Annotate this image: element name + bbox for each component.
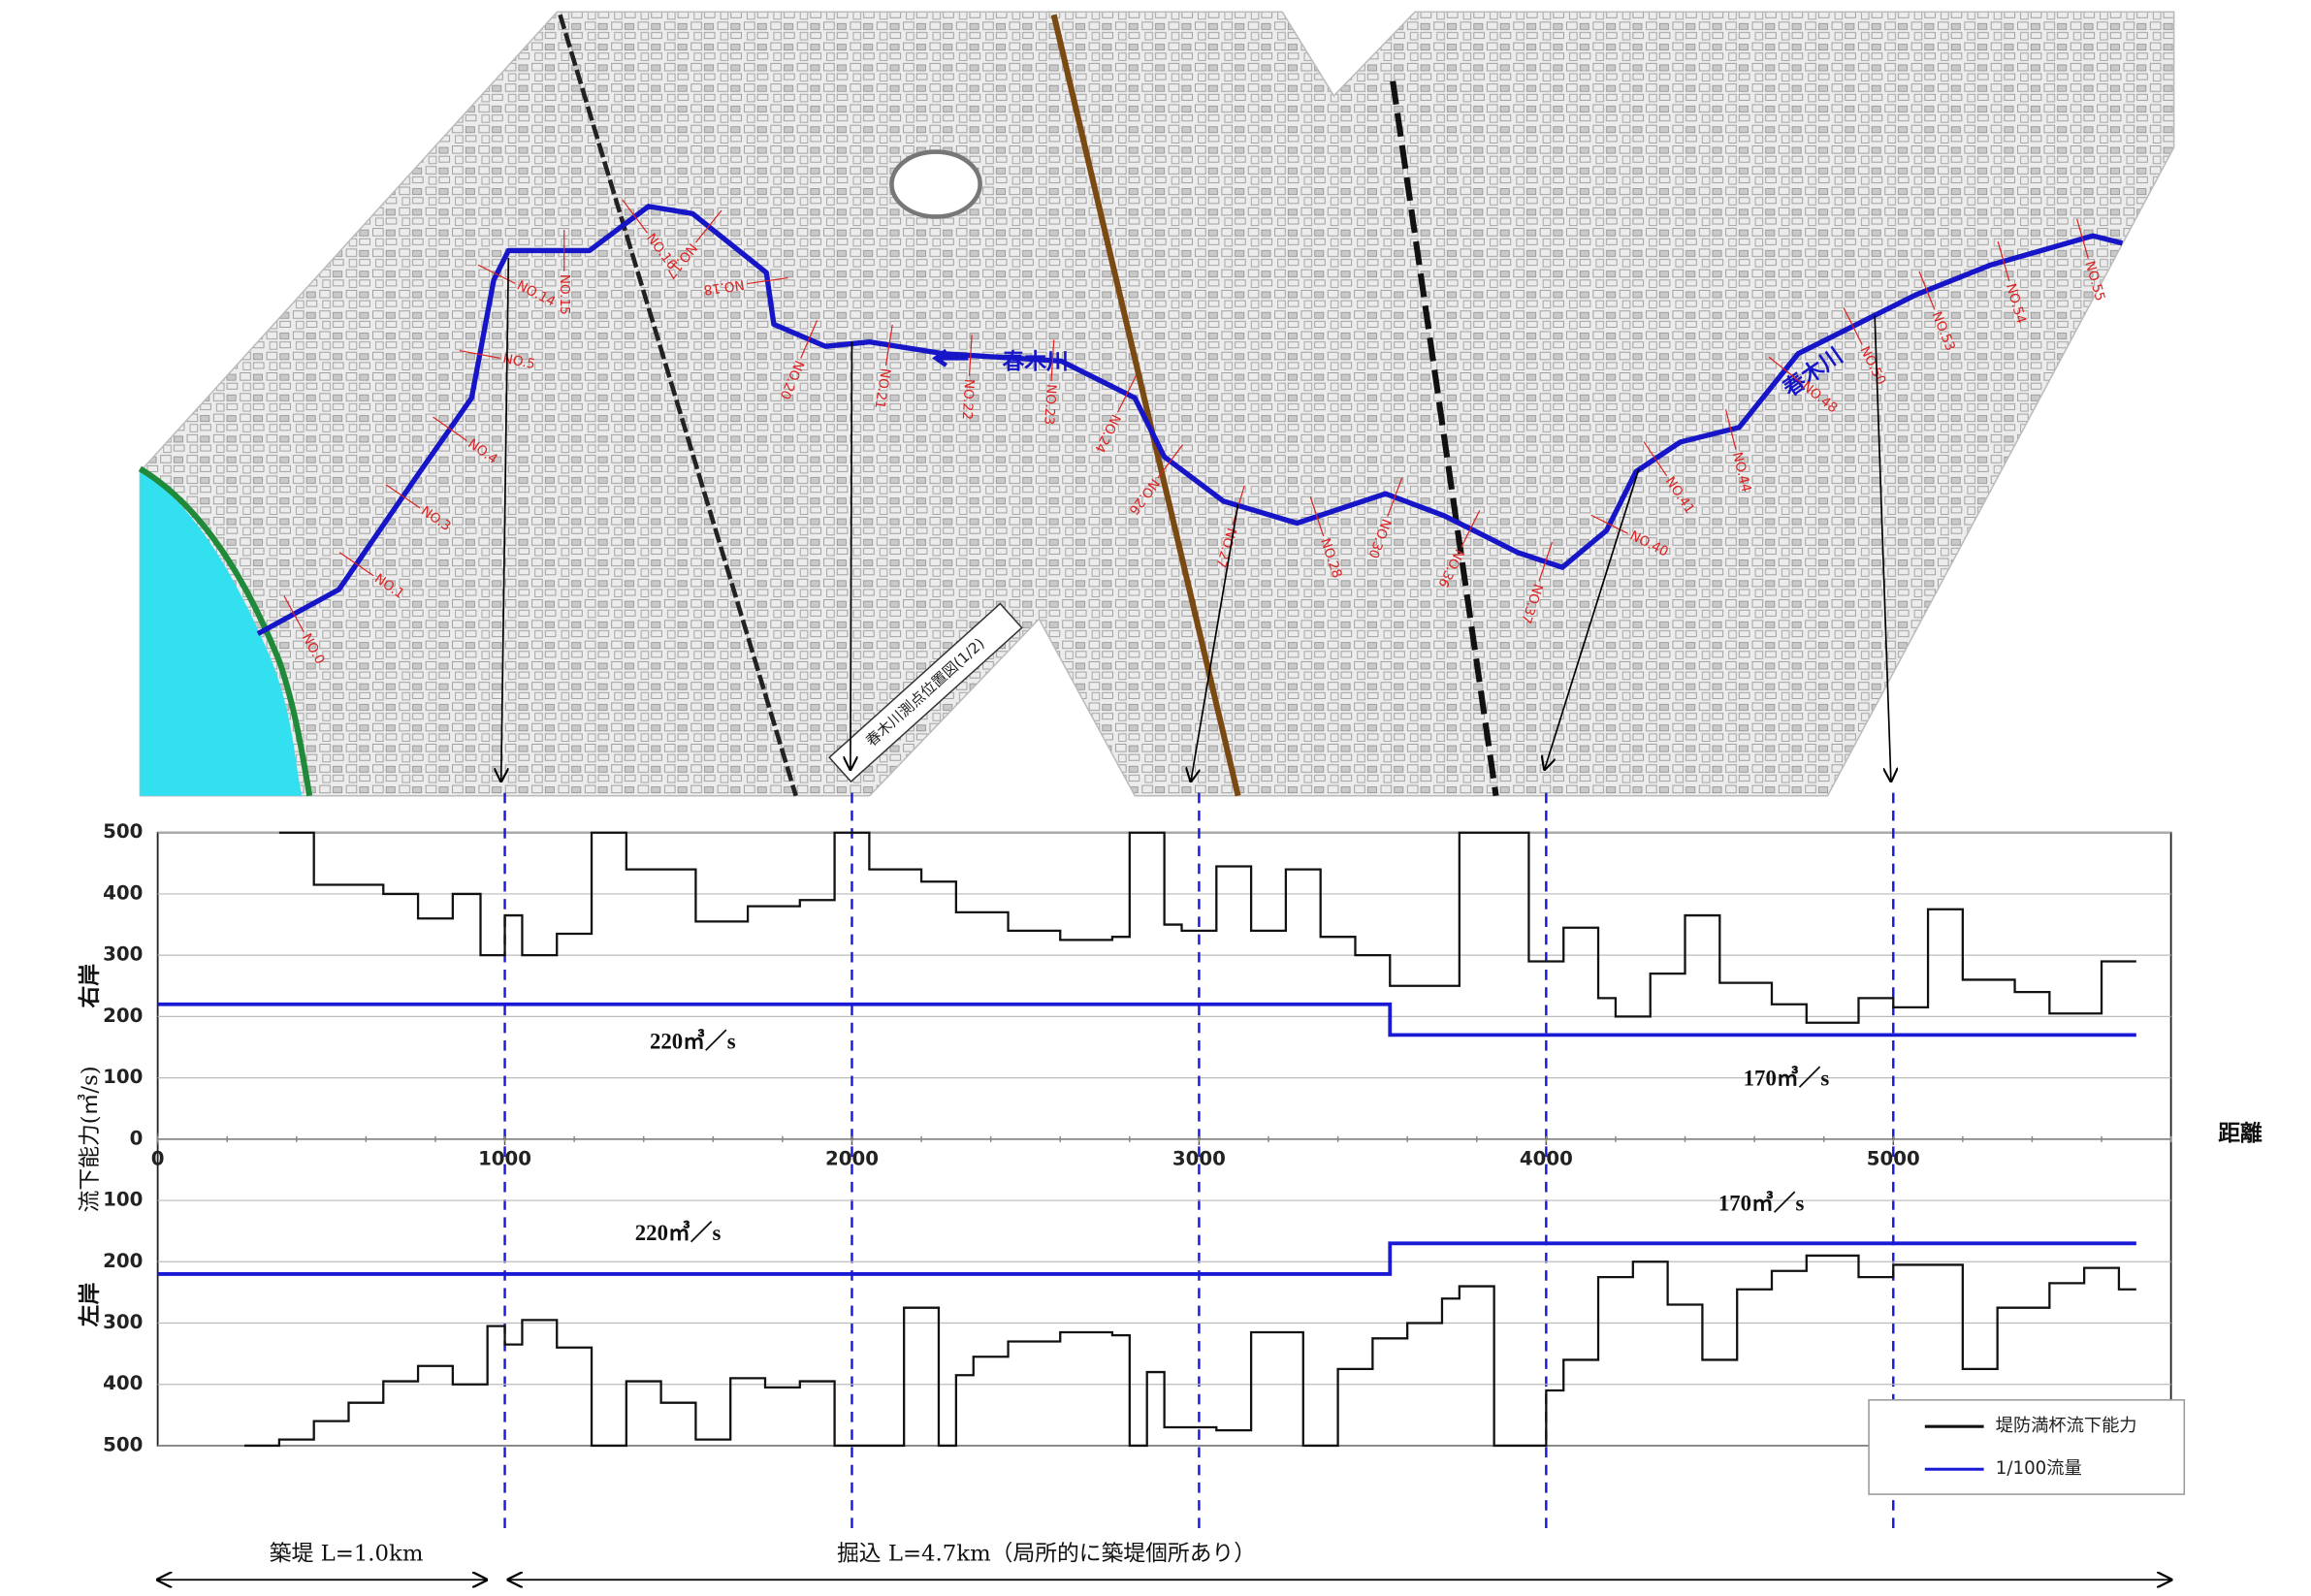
annotation: 220㎥／s <box>650 1028 736 1053</box>
pond <box>891 152 979 217</box>
y-tick-label: 300 <box>103 943 143 966</box>
series-line <box>279 833 2136 1023</box>
annotation: 170㎥／s <box>1718 1190 1805 1215</box>
y-tick-label: 500 <box>103 1433 143 1455</box>
river-label: 春木川 <box>1002 349 1068 374</box>
y-tick-label: 0 <box>130 1127 144 1149</box>
annotation: 170㎥／s <box>1744 1065 1830 1090</box>
series-line <box>158 1005 2136 1036</box>
section-label: 築堤 L=1.0km <box>270 1541 424 1566</box>
series-line <box>158 1243 2136 1274</box>
station-label: NO.22 <box>959 378 978 420</box>
section-label: 掘込 L=4.7km（局所的に築堤個所あり） <box>837 1541 1256 1566</box>
annotation: 220㎥／s <box>635 1220 722 1245</box>
x-axis-label: 距離 <box>2218 1120 2263 1146</box>
y-tick-label: 100 <box>103 1189 143 1211</box>
y-tick-label: 200 <box>103 1005 143 1027</box>
page: {"chart_data": [ {"type": "line", "step"… <box>0 0 2311 1596</box>
y-tick-label: 400 <box>103 881 143 904</box>
x-tick-label: 0 <box>151 1148 165 1170</box>
legend-box <box>1869 1400 2184 1494</box>
panel-label: 左岸 <box>78 1283 103 1327</box>
panel-label: 右岸 <box>77 964 103 1008</box>
map-area <box>140 12 2173 796</box>
y-tick-label: 400 <box>103 1372 143 1394</box>
y-tick-label: 100 <box>103 1066 143 1088</box>
series-line <box>244 1256 2136 1446</box>
y-tick-label: 300 <box>103 1311 143 1333</box>
station-label: NO.23 <box>1041 384 1059 426</box>
legend-label: 堤防満杯流下能力 <box>1996 1416 2137 1436</box>
map: 春木川測点位置図(1/2) 春木川 春木川 NO.0NO.1NO.3NO.4NO… <box>140 12 2173 796</box>
legend-label: 1/100流量 <box>1996 1458 2082 1479</box>
y-axis-label: 流下能力(㎥/s) <box>77 1066 103 1212</box>
station-label: NO.15 <box>557 274 572 315</box>
figure: 春木川測点位置図(1/2) 春木川 春木川 NO.0NO.1NO.3NO.4NO… <box>0 0 2311 1596</box>
y-tick-label: 500 <box>103 820 143 843</box>
y-tick-label: 200 <box>103 1250 143 1272</box>
